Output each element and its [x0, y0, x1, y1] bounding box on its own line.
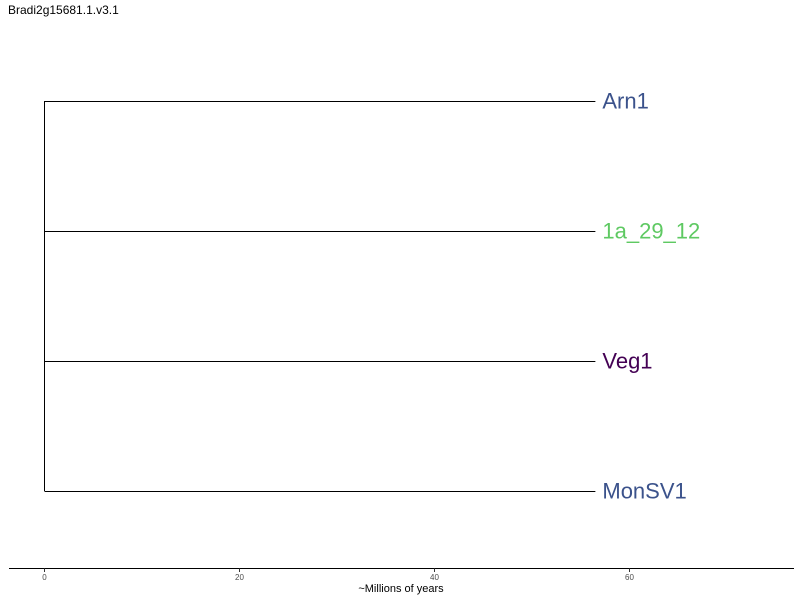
leaf-label: MonSV1 — [602, 479, 686, 504]
x-axis-title: ~Millions of years — [358, 583, 444, 595]
tree-branches — [44, 101, 596, 492]
x-axis-ticks: 0 20 40 60 — [42, 568, 634, 582]
x-tick-label: 40 — [430, 573, 439, 582]
leaf-labels: Arn1 1a_29_12 Veg1 MonSV1 — [602, 89, 700, 504]
x-tick-label: 20 — [235, 573, 244, 582]
leaf-label: Arn1 — [602, 89, 648, 114]
x-tick-label: 0 — [42, 573, 47, 582]
leaf-label: Veg1 — [602, 349, 652, 374]
leaf-label: 1a_29_12 — [602, 219, 700, 244]
page-title: Bradi2g15681.1.v3.1 — [8, 3, 119, 17]
x-tick-label: 60 — [625, 573, 634, 582]
